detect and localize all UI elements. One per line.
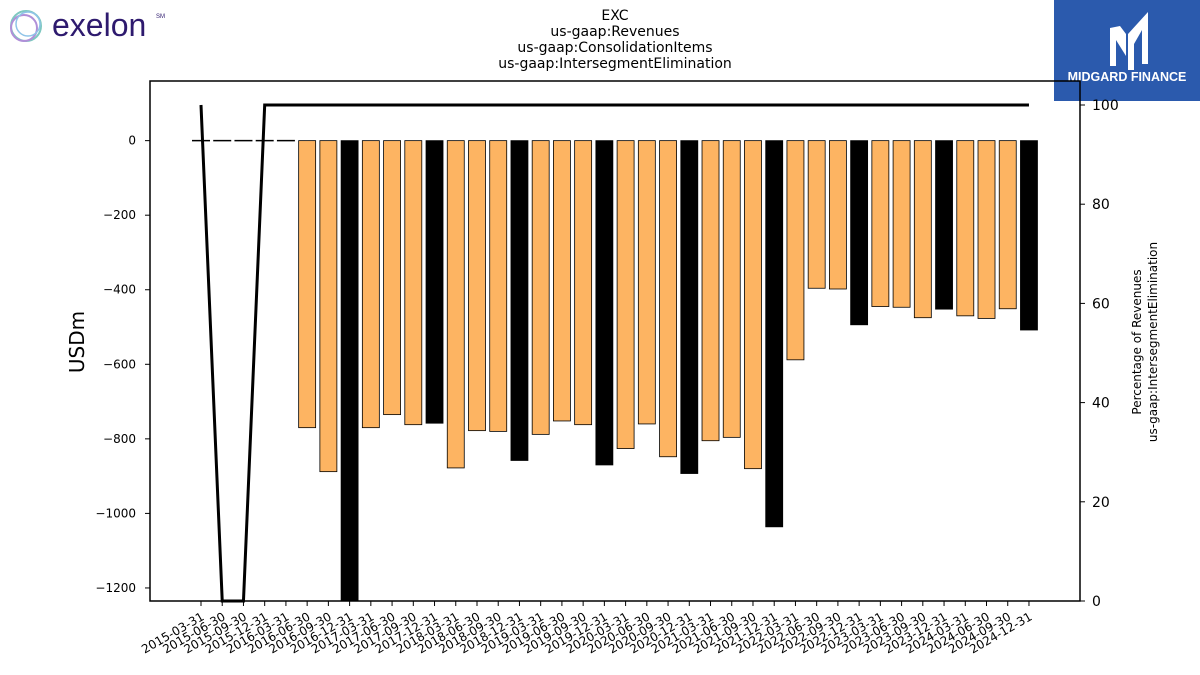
bar-2019-06-30 <box>553 140 571 422</box>
y2-tick-label: 100 <box>1092 98 1119 114</box>
y-tick-label: 0 <box>128 134 136 148</box>
title-line-1: EXC <box>601 8 628 24</box>
bar-2022-03-31 <box>786 140 805 361</box>
bar-2023-06-30 <box>892 140 911 308</box>
y2-tick-label: 20 <box>1092 495 1110 511</box>
bar-2016-12-31 <box>340 140 359 602</box>
y-axis-label: USDm <box>65 311 89 373</box>
midgard-logo-text: MIDGARD FINANCE <box>1068 70 1187 84</box>
midgard-finance-logo: MIDGARD FINANCE <box>1054 0 1200 101</box>
exelon-logo-text: exelon <box>52 7 146 43</box>
title-line-4: us-gaap:IntersegmentElimination <box>498 56 732 72</box>
bar-2016-09-30 <box>319 140 338 473</box>
bar-2018-12-31 <box>510 140 529 461</box>
bar-2023-09-30 <box>913 140 932 319</box>
midgard-logo-mark-icon: MIDGARD FINANCE <box>1068 12 1187 84</box>
exelon-logo-sm: SM <box>156 14 165 20</box>
bar-2022-06-30 <box>807 140 826 289</box>
chart-title: EXC us-gaap:Revenues us-gaap:Consolidati… <box>498 8 732 72</box>
bar-2024-03-31 <box>956 140 975 317</box>
bar-2021-12-31 <box>765 140 784 528</box>
percentage-line <box>199 103 1029 603</box>
bar-2018-09-30 <box>489 140 508 432</box>
bar-2017-12-31 <box>425 140 444 424</box>
bar-2023-12-31 <box>935 140 953 310</box>
bar-2018-03-31 <box>446 140 465 469</box>
x-axis: 2015-03-312015-06-302015-09-302015-12-31… <box>139 601 1034 656</box>
bar-2017-03-31 <box>361 140 380 429</box>
exelon-logo-mark-icon: exelon SM <box>10 7 165 43</box>
bar-2019-12-31 <box>595 140 614 466</box>
bar-2022-09-30 <box>829 140 847 290</box>
bar-2019-09-30 <box>574 140 593 426</box>
plot-frame <box>149 80 1081 602</box>
bar-2017-06-30 <box>383 140 401 416</box>
bar-2021-09-30 <box>744 140 762 470</box>
title-line-2: us-gaap:Revenues <box>550 24 679 40</box>
line-series <box>199 103 1029 603</box>
bar-2020-12-31 <box>680 140 699 474</box>
y2-axis-label-line-2: us-gaap:IntersegmentElimination <box>1146 242 1160 442</box>
y-tick-label: −200 <box>103 208 136 222</box>
bar-2021-03-31 <box>701 140 720 442</box>
bar-2016-06-30 <box>298 140 317 429</box>
y-tick-label: −600 <box>103 357 136 371</box>
y2-tick-label: 80 <box>1092 197 1110 213</box>
bar-series <box>298 140 1038 602</box>
y-tick-label: −1000 <box>95 506 136 520</box>
y2-axis: 0 20 40 60 80 100 <box>1080 98 1119 610</box>
y-tick-label: −800 <box>103 432 136 446</box>
bar-2021-06-30 <box>722 140 741 438</box>
y-tick-label: −400 <box>103 283 136 297</box>
bar-2024-06-30 <box>977 140 996 319</box>
y2-tick-label: 60 <box>1092 296 1110 312</box>
bar-2020-03-31 <box>616 140 635 449</box>
bar-2019-03-31 <box>531 140 550 435</box>
bar-2018-06-30 <box>468 140 486 432</box>
bar-2017-09-30 <box>404 140 423 426</box>
bar-2024-09-30 <box>998 140 1017 310</box>
title-line-3: us-gaap:ConsolidationItems <box>517 40 712 56</box>
bar-2020-06-30 <box>637 140 656 425</box>
y2-tick-label: 0 <box>1092 594 1101 610</box>
y-tick-label: −1200 <box>95 581 136 595</box>
bar-2020-09-30 <box>659 140 677 458</box>
y-axis: 0 −200 −400 −600 −800 −1000 −1200 <box>95 134 150 595</box>
bar-2024-12-31 <box>1020 140 1038 331</box>
y2-axis-label-line-1: Percentage of Revenues <box>1130 269 1144 414</box>
y2-tick-label: 40 <box>1092 396 1110 412</box>
bar-2023-03-31 <box>871 140 890 307</box>
exelon-logo: exelon SM <box>4 4 204 48</box>
bar-2022-12-31 <box>850 140 869 326</box>
